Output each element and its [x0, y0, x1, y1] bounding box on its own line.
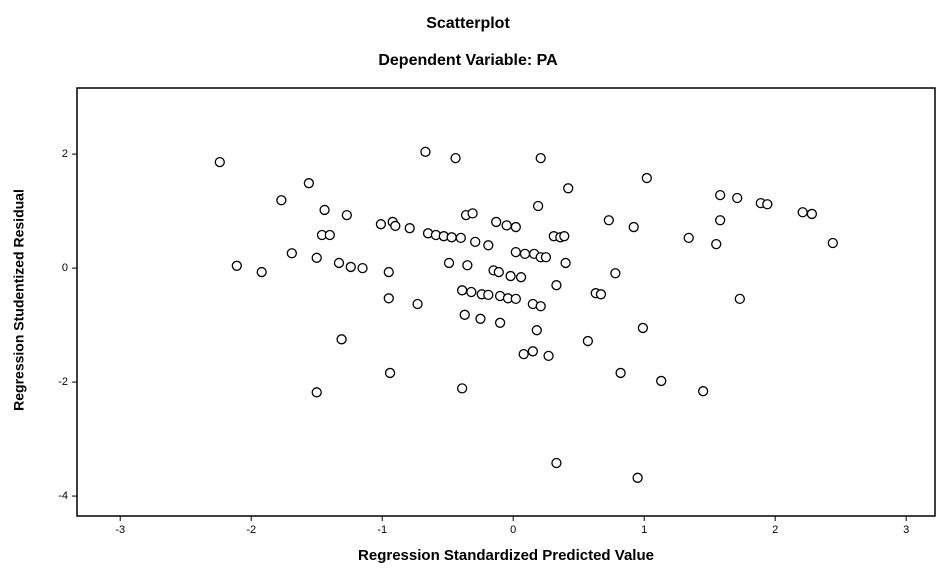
point — [535, 152, 546, 164]
point — [311, 387, 322, 398]
point — [656, 375, 667, 387]
point — [637, 322, 649, 334]
point — [420, 146, 431, 157]
point — [214, 156, 225, 168]
point — [697, 386, 709, 397]
point — [532, 200, 544, 212]
point — [615, 367, 626, 379]
point — [563, 183, 574, 194]
point — [560, 257, 571, 269]
point — [628, 221, 639, 233]
point — [505, 270, 516, 282]
point — [459, 309, 470, 320]
point — [375, 219, 387, 230]
point — [383, 293, 394, 304]
point — [466, 286, 477, 298]
point — [483, 240, 494, 251]
x-tick-label: 0 — [510, 524, 516, 536]
point — [404, 223, 415, 234]
point — [276, 195, 287, 206]
point — [595, 289, 607, 300]
point — [641, 172, 652, 184]
point — [483, 289, 494, 301]
point — [732, 192, 743, 204]
point — [711, 239, 722, 250]
point — [475, 313, 486, 324]
point — [715, 215, 726, 226]
point — [515, 272, 527, 283]
point — [610, 268, 621, 279]
x-tick-label: -3 — [115, 524, 125, 536]
point — [543, 350, 554, 362]
point — [456, 285, 468, 296]
point — [336, 334, 347, 345]
y-tick-label: 2 — [62, 148, 68, 160]
point — [494, 317, 506, 328]
point — [531, 325, 542, 336]
point — [510, 246, 521, 258]
point — [501, 220, 512, 231]
point — [383, 266, 394, 278]
point — [559, 231, 570, 242]
point — [797, 207, 808, 218]
y-tick-label: -4 — [58, 490, 68, 502]
point — [827, 237, 838, 249]
point — [510, 293, 521, 305]
x-axis-label: Regression Standardized Predicted Value — [358, 547, 654, 564]
point — [491, 216, 502, 228]
point — [582, 335, 594, 347]
chart-subtitle: Dependent Variable: PA — [378, 52, 558, 69]
point — [286, 248, 297, 259]
x-tick-label: -2 — [246, 524, 256, 536]
point — [518, 348, 529, 360]
point — [443, 257, 455, 269]
point — [231, 260, 242, 271]
point — [462, 260, 473, 271]
point — [493, 266, 504, 278]
point — [632, 472, 643, 483]
point — [540, 252, 552, 263]
point — [390, 220, 401, 232]
point — [519, 248, 531, 259]
point — [412, 298, 423, 310]
x-tick-label: -1 — [377, 524, 387, 536]
point — [341, 209, 352, 221]
point — [734, 293, 745, 305]
point — [715, 189, 726, 201]
point — [527, 346, 539, 357]
plot-frame — [76, 87, 936, 517]
chart-title: Scatterplot — [426, 15, 510, 32]
y-tick-label: -2 — [58, 376, 68, 388]
point — [303, 178, 315, 189]
point — [603, 215, 614, 226]
point — [345, 261, 356, 273]
point — [467, 208, 478, 219]
point — [456, 383, 468, 394]
x-tick-label: 3 — [903, 524, 909, 536]
point — [762, 199, 773, 210]
point — [446, 232, 457, 243]
point — [450, 152, 461, 164]
point — [551, 280, 562, 291]
point — [683, 232, 694, 244]
point — [510, 221, 521, 233]
point — [357, 262, 368, 274]
y-tick-label: 0 — [62, 262, 68, 274]
point — [256, 266, 267, 278]
x-tick-label: 1 — [641, 524, 647, 536]
point — [324, 229, 335, 241]
point — [384, 367, 396, 379]
point — [551, 457, 562, 469]
point — [311, 252, 322, 263]
x-tick-label: 2 — [772, 524, 778, 536]
point — [470, 236, 481, 248]
point — [535, 301, 546, 312]
y-axis-label: Regression Studentized Residual — [11, 189, 27, 411]
point — [455, 232, 466, 244]
point — [333, 257, 345, 269]
point — [806, 208, 818, 220]
point — [319, 204, 330, 216]
